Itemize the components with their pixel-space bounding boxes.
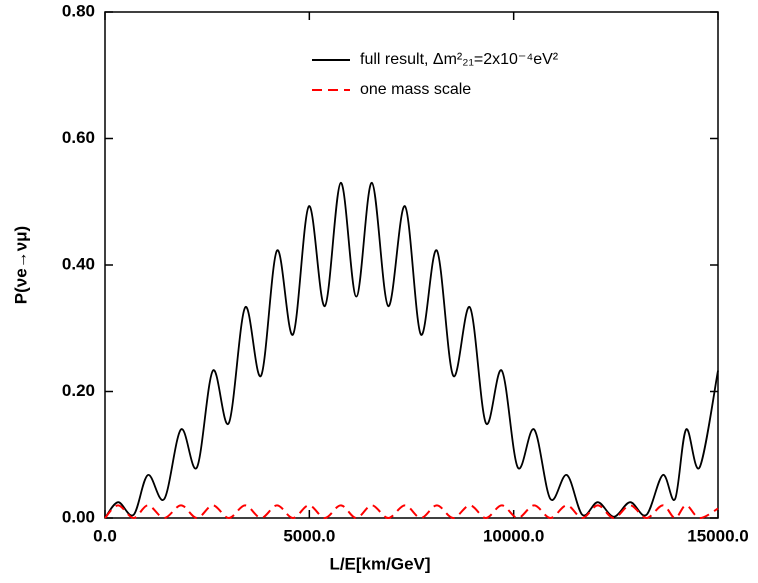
x-tick-label: 5000.0: [283, 526, 335, 545]
data-line: [104, 504, 719, 520]
x-tick-label: 10000.0: [483, 526, 544, 545]
y-tick-label: 0.60: [62, 128, 95, 147]
y-axis-label: P(νe→νμ): [11, 226, 30, 304]
legend-label: full result, Δm²₂₁=2x10⁻⁴eV²: [360, 51, 559, 68]
y-tick-label: 0.40: [62, 254, 95, 273]
y-tick-label: 0.80: [62, 1, 95, 20]
y-tick-label: 0.00: [62, 507, 95, 526]
data-line: [104, 181, 719, 519]
y-tick-label: 0.20: [62, 381, 95, 400]
legend-label: one mass scale: [360, 81, 471, 98]
x-axis-label: L/E[km/GeV]: [329, 554, 430, 573]
x-tick-label: 0.0: [93, 526, 117, 545]
x-tick-label: 15000.0: [687, 526, 748, 545]
